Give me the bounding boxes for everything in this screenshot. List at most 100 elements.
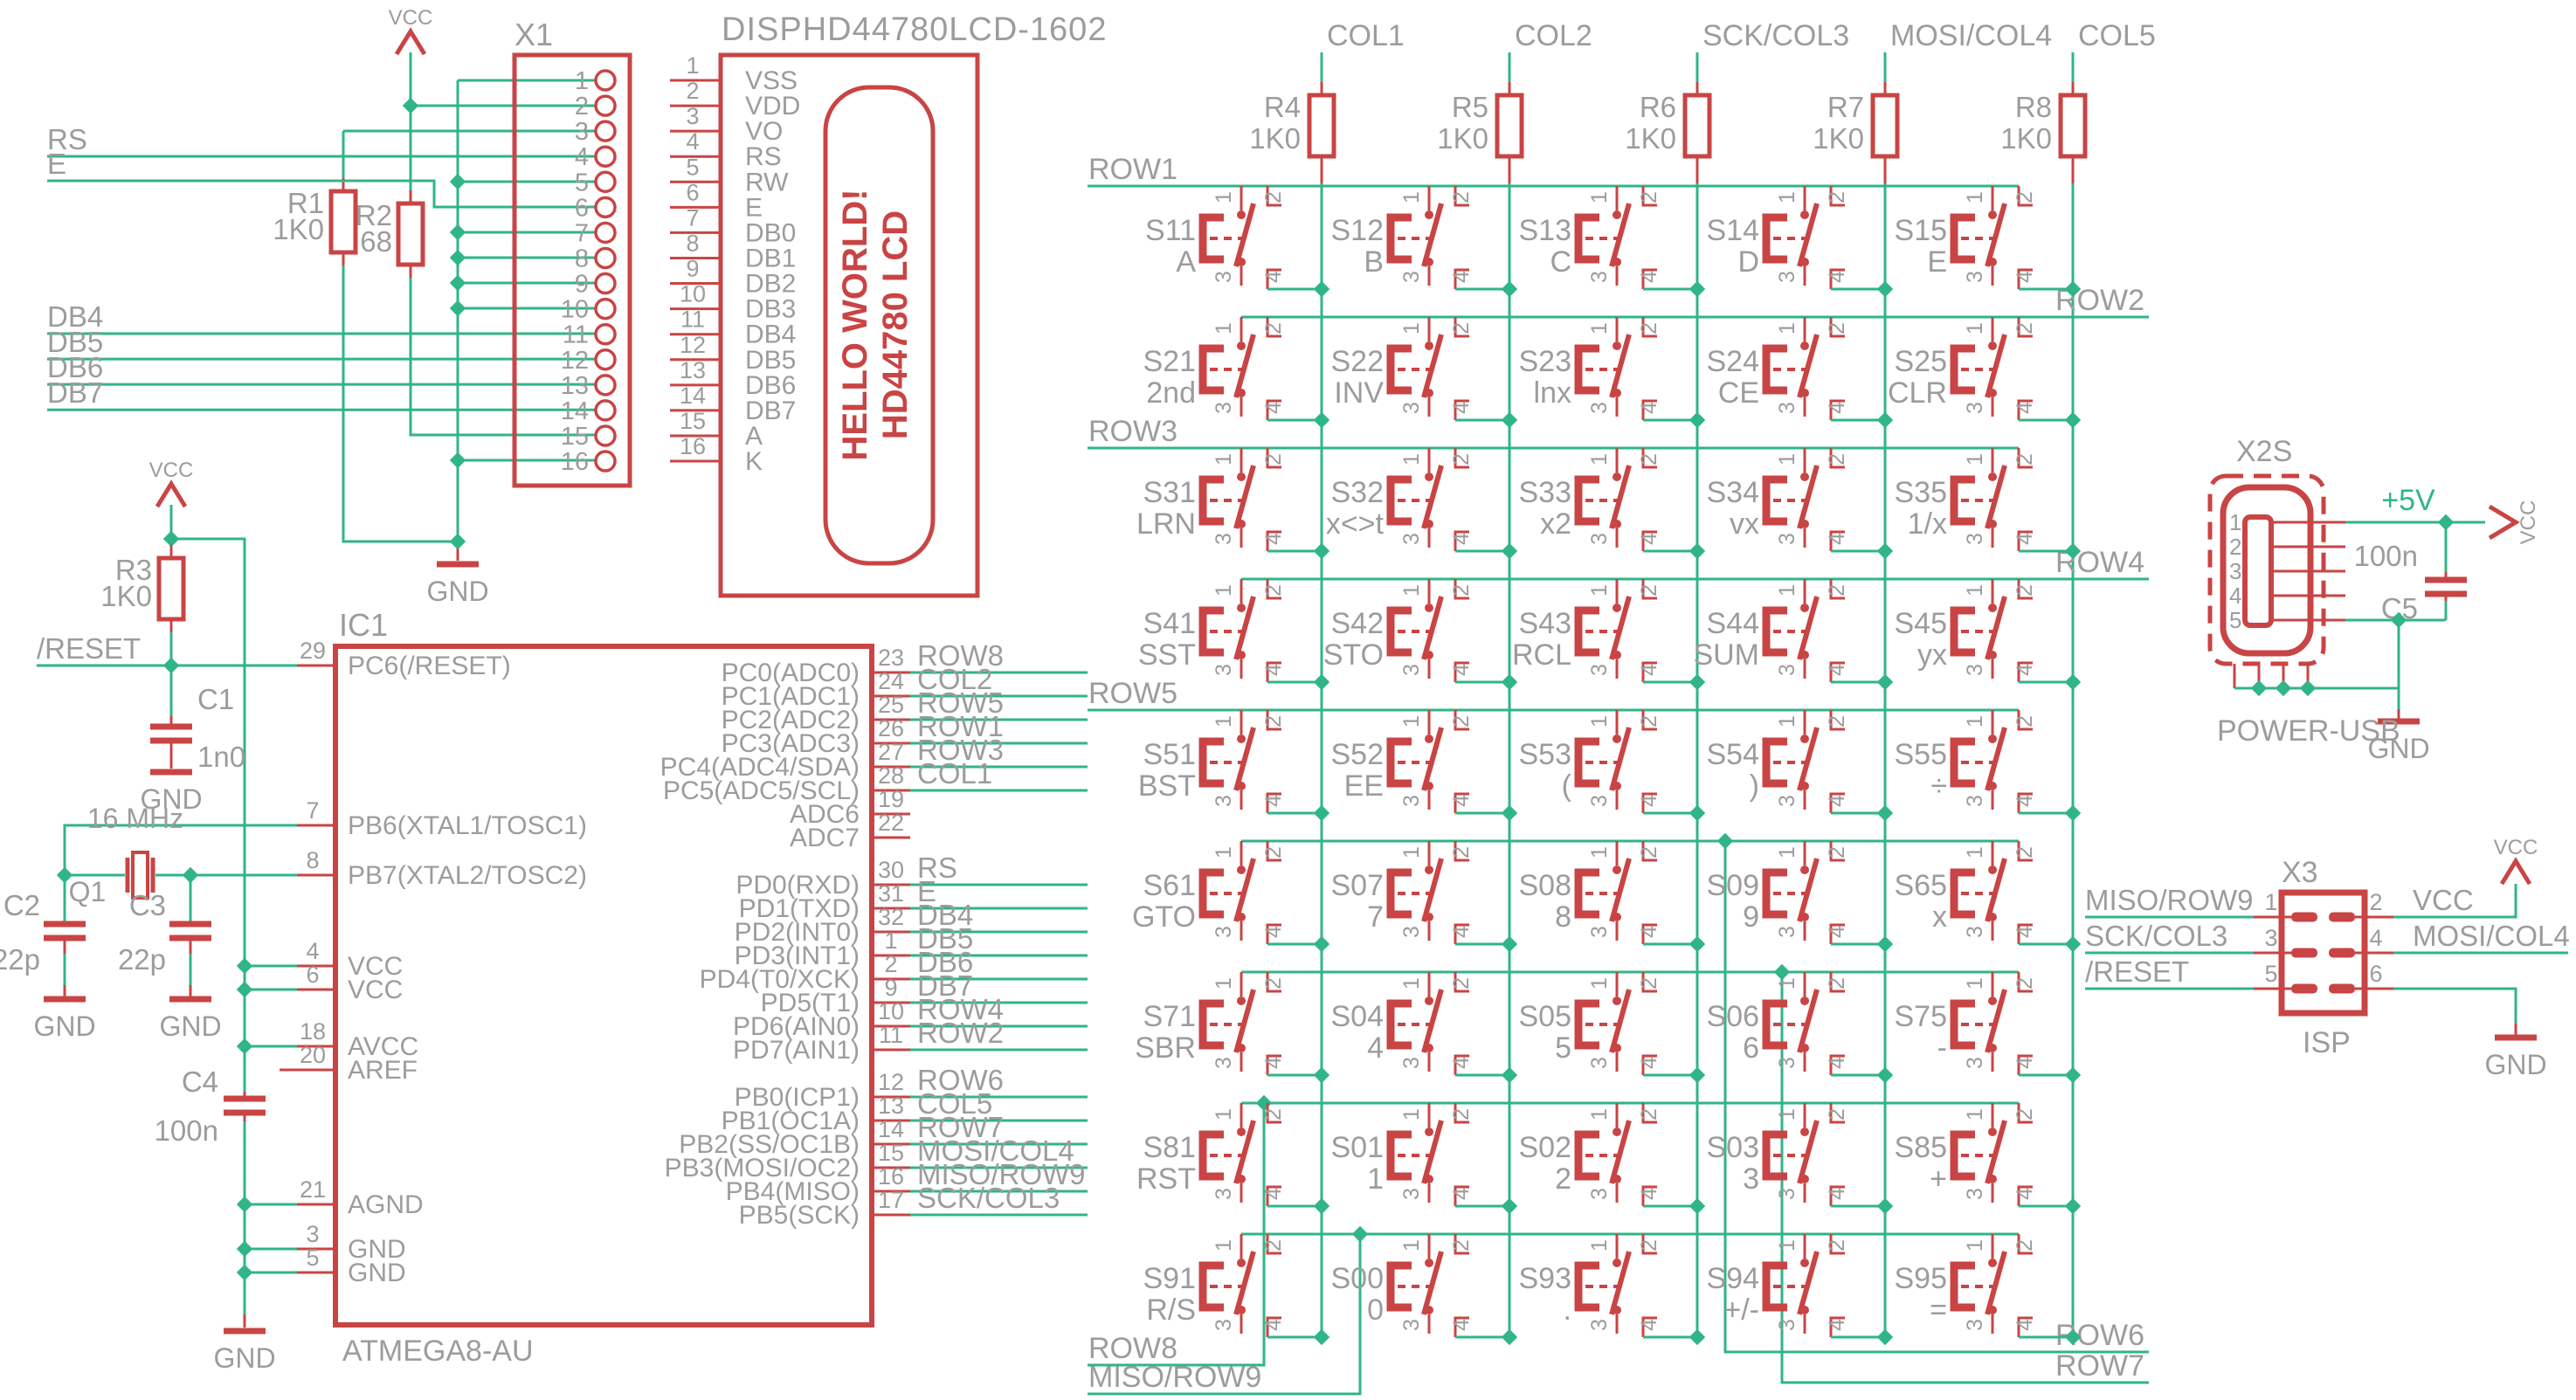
switch-pin-number: 2 xyxy=(1825,846,1849,859)
key-S08: 8 xyxy=(1555,900,1571,934)
pin-lead xyxy=(1829,1054,1845,1075)
x1-pin-number: 9 xyxy=(575,271,589,299)
pin-lead xyxy=(1266,1103,1281,1124)
contact-dot xyxy=(1988,1044,1997,1052)
switch-pin-number: 2 xyxy=(1825,584,1849,597)
switch-lever xyxy=(1985,858,2007,922)
isp-pin-number: 6 xyxy=(2369,961,2382,987)
key-S00: 0 xyxy=(1367,1293,1384,1327)
contact-dot xyxy=(1988,1259,1997,1267)
contact-dot xyxy=(1988,1175,1997,1183)
net-ROW3: ROW3 xyxy=(1088,415,1178,448)
switch-lever xyxy=(1421,1251,1444,1315)
contact-dot xyxy=(1425,258,1433,266)
contact-dot xyxy=(1613,389,1621,397)
switch-actuator xyxy=(1574,1261,1599,1312)
junction-dot xyxy=(2064,1066,2082,1084)
pin-lead xyxy=(2017,792,2033,813)
switch-pin-number: 4 xyxy=(2013,533,2037,545)
switch-pin-number: 1 xyxy=(1587,191,1612,203)
switch-pin-number: 1 xyxy=(1775,715,1799,728)
switch-lever xyxy=(1421,203,1444,267)
net-DB4: DB4 xyxy=(917,899,973,931)
switch-actuator xyxy=(1762,737,1787,788)
lcd-title: DISPHD44780LCD-1602 xyxy=(722,11,1107,48)
vcc-feed xyxy=(171,537,246,1092)
switch-pin-number: 3 xyxy=(1775,271,1799,283)
switch-pin-number: 2 xyxy=(2013,715,2037,728)
switch-lever xyxy=(1233,1120,1256,1184)
contact-dot xyxy=(1425,520,1433,528)
ref-R6: R6 xyxy=(1640,91,1676,123)
junction-dot xyxy=(1313,280,1330,298)
ref-S31: S31 xyxy=(1143,476,1197,509)
junction-dot xyxy=(449,173,466,190)
switch-pin-number: 4 xyxy=(1825,1057,1849,1069)
contact-dot xyxy=(1425,997,1433,1005)
switch-actuator xyxy=(1950,344,1975,395)
isp-pin-number: 5 xyxy=(2264,961,2277,987)
switch-pin-number: 2 xyxy=(1637,1108,1661,1121)
net-SCKCOL3: SCK/COL3 xyxy=(917,1182,1060,1214)
lcd-pin-number: 10 xyxy=(680,281,706,307)
row-riser xyxy=(1723,841,2149,1354)
ref-S23: S23 xyxy=(1519,345,1572,378)
junction-dot xyxy=(449,300,466,317)
contact-dot xyxy=(1988,472,1997,481)
ref-S05: S05 xyxy=(1519,1000,1572,1033)
junction-dot xyxy=(236,1240,253,1258)
lcd-pin-name: DB7 xyxy=(745,397,796,425)
switch-pin-number: 3 xyxy=(1212,926,1236,938)
x1-pin-circle xyxy=(594,120,617,142)
ic1-pin-name: PC1(ADC1) xyxy=(722,682,860,711)
pin-lead xyxy=(2017,579,2033,600)
switch-actuator xyxy=(1762,606,1787,657)
switch-pin-number: 1 xyxy=(1587,584,1612,597)
key-S31: LRN xyxy=(1136,507,1196,541)
switch-pin-number: 3 xyxy=(1399,795,1424,807)
value-R1: 1K0 xyxy=(273,213,324,245)
isp-pad xyxy=(2291,912,2317,922)
ref-S61: S61 xyxy=(1143,869,1197,902)
junction-dot xyxy=(1689,804,1706,822)
net-ROW7: ROW7 xyxy=(917,1111,1004,1143)
switch-pin-number: 2 xyxy=(1825,1239,1849,1252)
switch-pin-number: 1 xyxy=(1775,584,1799,597)
junction-dot xyxy=(1313,1197,1330,1215)
ic1-pin-name: GND xyxy=(348,1235,406,1264)
ref-S45: S45 xyxy=(1895,607,1948,640)
switch-pin-number: 4 xyxy=(1449,926,1474,938)
junction-dot xyxy=(449,274,466,292)
contact-dot xyxy=(1425,651,1433,659)
switch-actuator xyxy=(1950,737,1975,788)
value-R4: 1K0 xyxy=(1249,122,1301,155)
switch-lever xyxy=(1421,727,1444,791)
lcd-pin-number: 1 xyxy=(686,52,699,79)
x1-pin-circle xyxy=(594,170,617,194)
contact-dot xyxy=(1425,1259,1433,1267)
vcc-label: VCC xyxy=(389,6,433,30)
ic1-pin-name: PB2(SS/OC1B) xyxy=(679,1130,860,1159)
switch-lever xyxy=(1797,989,1820,1053)
net-ROW5: ROW5 xyxy=(917,686,1004,719)
switch-pin-number: 3 xyxy=(1587,271,1612,283)
switch-actuator xyxy=(1198,1130,1224,1181)
switch-pin-number: 3 xyxy=(1963,1319,1987,1331)
pin-lead xyxy=(1829,1234,1845,1255)
switch-actuator xyxy=(1574,344,1599,395)
pin-lead xyxy=(1454,923,1469,944)
key-S25: CLR xyxy=(1888,376,1947,410)
key-S93: . xyxy=(1564,1293,1571,1327)
switch-pin-number: 1 xyxy=(1587,1108,1612,1121)
switch-actuator xyxy=(1762,344,1787,395)
x1-pin-circle xyxy=(594,399,617,422)
junction-dot xyxy=(1876,935,1894,953)
pin-lead xyxy=(1266,792,1281,813)
pin-lead xyxy=(2017,1316,2033,1337)
ic1-pin-number: 27 xyxy=(878,739,904,765)
switch-pin-number: 4 xyxy=(1637,664,1661,676)
junction-dot xyxy=(1501,804,1518,822)
switch-actuator xyxy=(1950,606,1975,657)
contact-dot xyxy=(1425,866,1433,874)
pin-lead xyxy=(1266,448,1281,469)
